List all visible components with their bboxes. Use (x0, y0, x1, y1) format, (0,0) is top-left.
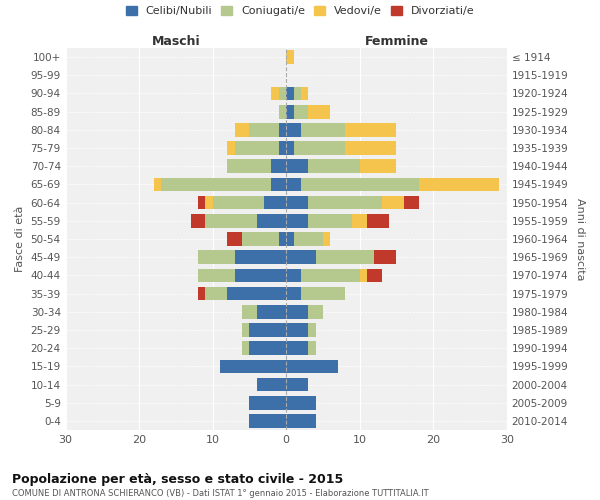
Bar (286, 178, 301, 192)
Bar (316, 250, 374, 264)
Bar (308, 196, 382, 209)
Bar (286, 232, 293, 246)
Bar (308, 342, 316, 355)
Bar (286, 214, 308, 228)
Bar (286, 414, 316, 428)
Bar (419, 178, 499, 192)
Bar (279, 123, 286, 136)
Bar (250, 123, 279, 136)
Bar (301, 268, 360, 282)
Bar (198, 196, 205, 209)
Bar (382, 196, 404, 209)
Bar (293, 232, 323, 246)
Y-axis label: Fasce di età: Fasce di età (15, 206, 25, 272)
Bar (286, 86, 293, 101)
Bar (345, 142, 397, 155)
Bar (154, 178, 161, 192)
Bar (205, 214, 257, 228)
Bar (367, 268, 382, 282)
Bar (242, 323, 250, 337)
Bar (286, 142, 293, 155)
Bar (198, 287, 205, 300)
Bar (250, 323, 286, 337)
Text: Maschi: Maschi (152, 35, 200, 48)
Bar (360, 268, 367, 282)
Bar (271, 178, 286, 192)
Bar (301, 287, 345, 300)
Bar (360, 160, 397, 173)
Bar (227, 287, 286, 300)
Bar (308, 323, 316, 337)
Bar (227, 142, 235, 155)
Bar (279, 86, 286, 101)
Bar (235, 250, 286, 264)
Bar (257, 378, 286, 392)
Bar (286, 160, 308, 173)
Bar (271, 160, 286, 173)
Bar (286, 396, 316, 409)
Bar (235, 142, 279, 155)
Bar (367, 214, 389, 228)
Bar (279, 232, 286, 246)
Bar (286, 196, 308, 209)
Bar (293, 142, 345, 155)
Bar (212, 196, 264, 209)
Bar (279, 105, 286, 118)
Bar (198, 250, 235, 264)
Bar (301, 123, 345, 136)
Bar (227, 160, 271, 173)
Bar (286, 287, 301, 300)
Bar (242, 342, 250, 355)
Text: Popolazione per età, sesso e stato civile - 2015: Popolazione per età, sesso e stato civil… (12, 472, 343, 486)
Bar (250, 342, 286, 355)
Bar (301, 178, 419, 192)
Bar (293, 105, 308, 118)
Bar (286, 105, 293, 118)
Bar (308, 160, 360, 173)
Bar (264, 196, 286, 209)
Bar (286, 123, 301, 136)
Bar (161, 178, 271, 192)
Bar (323, 232, 331, 246)
Bar (205, 196, 212, 209)
Bar (220, 360, 286, 374)
Bar (227, 232, 242, 246)
Bar (352, 214, 367, 228)
Bar (279, 142, 286, 155)
Bar (250, 396, 286, 409)
Bar (286, 250, 316, 264)
Bar (308, 105, 331, 118)
Bar (286, 268, 301, 282)
Bar (257, 214, 286, 228)
Bar (286, 342, 308, 355)
Legend: Celibi/Nubili, Coniugati/e, Vedovi/e, Divorziati/e: Celibi/Nubili, Coniugati/e, Vedovi/e, Di… (125, 6, 475, 16)
Bar (301, 86, 308, 101)
Bar (345, 123, 397, 136)
Text: COMUNE DI ANTRONA SCHIERANCO (VB) - Dati ISTAT 1° gennaio 2015 - Elaborazione TU: COMUNE DI ANTRONA SCHIERANCO (VB) - Dati… (12, 489, 428, 498)
Bar (286, 378, 308, 392)
Bar (271, 86, 279, 101)
Bar (286, 323, 308, 337)
Text: Femmine: Femmine (364, 35, 428, 48)
Bar (308, 305, 323, 318)
Bar (235, 123, 250, 136)
Bar (286, 305, 308, 318)
Bar (198, 268, 235, 282)
Bar (293, 86, 301, 101)
Y-axis label: Anni di nascita: Anni di nascita (575, 198, 585, 280)
Bar (235, 268, 286, 282)
Bar (242, 305, 257, 318)
Bar (286, 50, 293, 64)
Bar (286, 360, 338, 374)
Bar (404, 196, 419, 209)
Bar (250, 414, 286, 428)
Bar (242, 232, 279, 246)
Bar (374, 250, 397, 264)
Bar (308, 214, 352, 228)
Bar (191, 214, 205, 228)
Bar (257, 305, 286, 318)
Bar (205, 287, 227, 300)
